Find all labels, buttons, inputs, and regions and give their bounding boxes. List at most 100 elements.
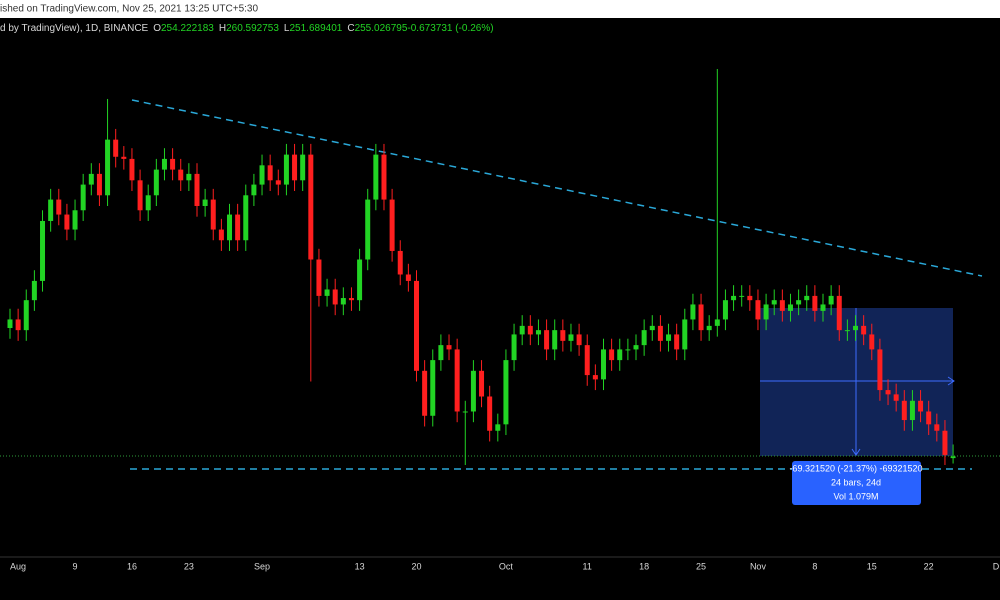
candle-body [739,295,745,297]
candle-body [657,325,663,341]
candle-body [942,430,948,455]
candle-body [568,334,574,341]
candle-body [909,400,915,421]
candle-body [869,334,875,350]
candle-body [227,214,233,241]
candle-body [584,345,590,376]
legend-value: 254.222183 [161,23,214,34]
candle-body [23,300,29,331]
measure-bars: 24 bars, 24d [831,477,881,487]
legend-value: 260.592753 [226,23,279,34]
candle-body [422,370,428,416]
x-tick-label: 23 [184,561,194,571]
candle-body [178,169,184,181]
candle-body [88,173,94,185]
x-axis-labels: Aug 9 16 23 Sep 13 20 Oct 11 18 25 Nov 8 15 22 D [10,561,1000,571]
candle-body [796,300,802,305]
candle-body [861,325,867,335]
legend-value: -0.673731 (-0.26%) [407,23,493,34]
candle-body [137,180,143,211]
candle-body [544,330,550,350]
candle-body [926,411,932,425]
candle-body [316,259,322,296]
candles [7,69,956,465]
candle-body [600,349,606,380]
candle-body [828,295,834,305]
candle-body [592,375,598,380]
candle-body [771,300,777,305]
candle-body [812,295,818,311]
candle-body [934,424,940,431]
candle-body [820,304,826,311]
x-tick-label: 11 [583,561,592,571]
candle-body [251,184,257,196]
candle-body [950,456,956,459]
arrow-head [851,448,861,456]
candle-body [194,173,200,206]
candle-body [454,349,460,412]
candle-body [72,210,78,230]
candle-body [714,319,720,326]
x-tick-label: 13 [355,561,365,571]
candle-body [649,325,655,331]
candle-body [479,370,485,397]
candle-body [527,325,533,335]
symbol-legend: d by TradingView), 1D, BINANCE O254.22218… [0,23,494,34]
candle-body [243,195,249,241]
candle-body [438,345,444,361]
candle-body [893,394,899,401]
candle-body [170,158,176,170]
legend-value: 255.026795 [355,23,408,34]
candle-body [405,274,411,281]
candle-body [397,250,403,275]
candle-body [113,139,119,157]
candle-body [576,334,582,346]
candle-body [690,304,696,320]
arrow-head [947,376,955,386]
candle-body [666,334,672,341]
candle-body [210,199,216,230]
candle-body [275,180,281,185]
candle-body [389,199,395,251]
candle-body [901,400,907,421]
candle-body [202,199,208,206]
candle-body [519,325,525,335]
candle-body [15,319,21,331]
candle-body [552,330,558,350]
candle-body [267,165,273,181]
candle-body [747,295,753,301]
candle-body [56,199,62,215]
candle-body [836,295,842,331]
measure-label [792,461,921,505]
candle-body [560,330,566,341]
candle-body [722,300,728,320]
candle-body [186,173,192,181]
candle-body [145,195,151,211]
candle-body [844,330,850,332]
candle-body [755,300,761,320]
candle-body [446,345,452,350]
x-tick-label: Aug [10,561,26,571]
candle-body [706,325,712,331]
candle-body [365,199,371,260]
candle-body [470,370,476,412]
candle-body [105,139,111,196]
candle-body [80,184,86,211]
x-tick-label: 8 [812,561,817,571]
candle-body [462,411,468,413]
candle-body [259,165,265,185]
candle-body [804,295,810,301]
candle-body [698,304,704,331]
candle-body [430,360,436,416]
candle-body [161,158,167,170]
candle-body [64,214,70,230]
legend-value: 251.689401 [289,23,342,34]
candle-body [308,154,314,260]
candle-body [31,280,37,301]
candle-body [381,154,387,200]
x-tick-label: 15 [867,561,877,571]
published-note: ished on TradingView.com, Nov 25, 2021 1… [0,4,258,15]
candle-body [535,330,541,335]
candle-body [633,345,639,350]
candle-body [885,390,891,395]
